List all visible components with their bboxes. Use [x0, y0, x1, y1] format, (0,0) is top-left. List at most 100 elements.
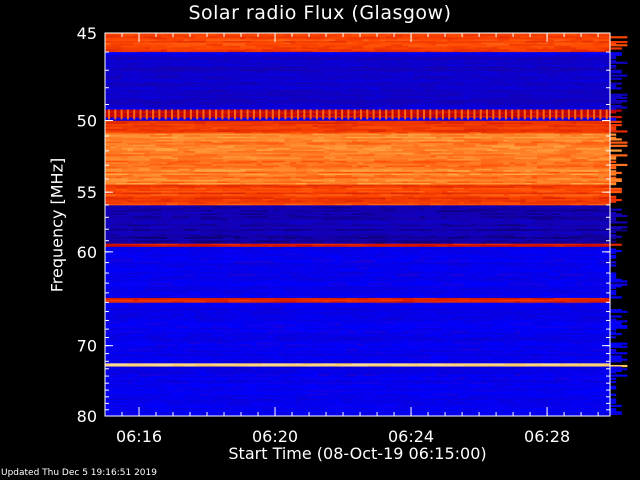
- heatmap-cell: [430, 176, 437, 179]
- heatmap-cell: [144, 147, 151, 151]
- heatmap-cell: [441, 82, 448, 85]
- heatmap-cell: [492, 179, 504, 183]
- heatmap-cell: [598, 103, 611, 106]
- heatmap-cell: [228, 84, 241, 87]
- heatmap-cell: [475, 93, 499, 96]
- heatmap-cell: [262, 224, 274, 227]
- heatmap-cell: [340, 56, 359, 60]
- heatmap-cell: [149, 61, 157, 64]
- heatmap-cell: [379, 232, 392, 235]
- heatmap-cell: [492, 232, 499, 235]
- heatmap-cell: [105, 195, 129, 198]
- heatmap-cell: [480, 77, 504, 80]
- heatmap-cell: [267, 88, 286, 92]
- heatmap-cell: [424, 226, 443, 229]
- heatmap-cell: [217, 222, 235, 226]
- heatmap-cell: [346, 183, 359, 186]
- heatmap-cell: [346, 154, 364, 157]
- heatmap-cell: [604, 189, 622, 192]
- heatmap-cell: [559, 195, 583, 198]
- heatmap-cell: [161, 162, 168, 165]
- heatmap-cell: [464, 109, 482, 112]
- heatmap-cell: [105, 128, 129, 131]
- heatmap-cell: [295, 123, 314, 127]
- heatmap-cell: [408, 237, 432, 240]
- heatmap-cell: [121, 123, 134, 127]
- heatmap-cell: [581, 181, 594, 184]
- heatmap-cell: [301, 104, 319, 108]
- heatmap-cell: [570, 92, 577, 95]
- heatmap-cell: [194, 194, 213, 197]
- heatmap-cell: [458, 37, 482, 40]
- heatmap-cell: [105, 117, 123, 120]
- heatmap-cell: [295, 237, 302, 240]
- heatmap-cell: [183, 154, 190, 157]
- heatmap-cell: [452, 186, 476, 189]
- heatmap-cell: [222, 205, 230, 208]
- heatmap-cell: [537, 181, 561, 184]
- heatmap-cell: [587, 66, 594, 69]
- heatmap-cell: [598, 200, 605, 203]
- heatmap-cell: [553, 203, 572, 206]
- heatmap-cell: [576, 128, 600, 131]
- heatmap-cell: [312, 72, 319, 76]
- heatmap-cell: [200, 136, 218, 139]
- heatmap-cell: [469, 120, 493, 123]
- heatmap-cell: [441, 206, 460, 210]
- heatmap-cell: [138, 101, 151, 104]
- heatmap-cell: [133, 68, 140, 71]
- heatmap-cell: [318, 104, 325, 108]
- heatmap-cell: [121, 243, 140, 246]
- heatmap-cell: [452, 192, 471, 195]
- heatmap-cell: [486, 100, 510, 103]
- heatmap-cell: [396, 114, 403, 117]
- heatmap-cell: [278, 179, 302, 183]
- heatmap-cell: [452, 160, 471, 163]
- heatmap-cell: [598, 206, 611, 210]
- heatmap-cell: [469, 235, 488, 238]
- heatmap-cell: [127, 143, 151, 146]
- heatmap-cell: [323, 246, 347, 250]
- heatmap-cell: [436, 60, 448, 63]
- heatmap-cell: [436, 245, 448, 248]
- heatmap-cell: [413, 72, 426, 76]
- heatmap-cell: [525, 56, 538, 60]
- heatmap-cell: [447, 44, 471, 47]
- heatmap-cell: [565, 95, 583, 98]
- heatmap-cell: [514, 50, 538, 53]
- heatmap-cell: [105, 115, 123, 119]
- heatmap-cell: [183, 173, 190, 176]
- heatmap-cell: [587, 88, 594, 92]
- heatmap-cell: [105, 202, 117, 205]
- heatmap-cell: [525, 194, 538, 197]
- heatmap-cell: [335, 64, 342, 68]
- heatmap-cell: [206, 210, 213, 213]
- heatmap-cell: [520, 178, 527, 181]
- heatmap-cell: [542, 213, 555, 216]
- heatmap-cell: [323, 53, 342, 56]
- heatmap-cell: [116, 82, 140, 85]
- heatmap-cell: [351, 243, 364, 246]
- heatmap-cell: [133, 195, 151, 198]
- heatmap-cell: [357, 58, 381, 61]
- heatmap-cell: [447, 178, 460, 181]
- heatmap-cell: [604, 72, 611, 76]
- heatmap-cell: [183, 206, 201, 210]
- heatmap-cell: [452, 117, 476, 120]
- heatmap-cell: [520, 211, 533, 214]
- heatmap-cell: [525, 242, 533, 245]
- heatmap-cell: [105, 68, 123, 71]
- heatmap-cell: [593, 154, 605, 157]
- heatmap-cell: [368, 133, 381, 136]
- heatmap-cell: [565, 63, 583, 66]
- heatmap-cell: [464, 163, 471, 167]
- heatmap-cell: [391, 63, 403, 66]
- heatmap-cell: [161, 96, 173, 100]
- heatmap-cell: [492, 216, 504, 219]
- heatmap-cell: [307, 76, 325, 79]
- heatmap-cell: [245, 85, 269, 88]
- heatmap-cell: [531, 242, 538, 245]
- heatmap-cell: [301, 128, 319, 131]
- heatmap-cell: [127, 184, 151, 187]
- heatmap-cell: [267, 218, 280, 221]
